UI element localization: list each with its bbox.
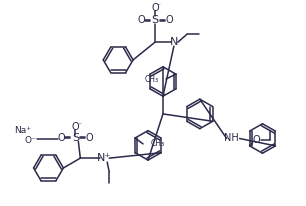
Text: ⁻: ⁻	[77, 120, 81, 129]
Text: ⁻: ⁻	[157, 1, 161, 10]
Text: NH: NH	[224, 133, 239, 144]
Text: O⁻: O⁻	[25, 136, 36, 145]
Text: O: O	[58, 133, 65, 144]
Text: O: O	[151, 3, 159, 13]
Text: S: S	[151, 15, 159, 25]
Text: O: O	[85, 133, 93, 144]
Text: S: S	[72, 133, 79, 144]
Text: CH₃: CH₃	[145, 75, 159, 84]
Text: N: N	[170, 37, 178, 47]
Text: O: O	[253, 135, 260, 145]
Text: O: O	[165, 15, 173, 25]
Text: Na⁺: Na⁺	[14, 126, 31, 135]
Text: N⁺: N⁺	[97, 153, 111, 163]
Text: O: O	[137, 15, 145, 25]
Text: CH₃: CH₃	[151, 139, 165, 148]
Text: O: O	[72, 122, 79, 132]
